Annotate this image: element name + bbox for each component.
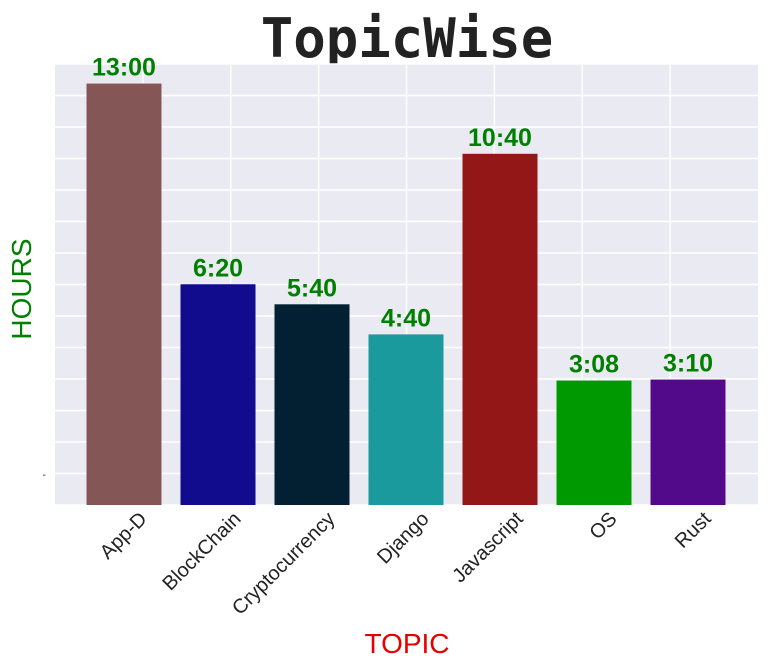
data-label: 3:08 [569,351,619,379]
bar-rust [650,379,726,505]
bar-blockchain [180,284,256,505]
bar-django [368,334,444,505]
bar-os [556,380,632,505]
bars [86,83,726,506]
x-tick-label: Cryptocurrency [228,508,339,619]
data-label: 10:40 [468,124,532,152]
x-tick-label: Django [373,508,433,568]
x-tick-label: Javascript [448,508,528,588]
bar-cryptocurrency [274,304,350,505]
x-tick-label: OS [586,508,622,544]
bar-javascript [462,153,538,506]
chart-title: TopicWise [261,7,554,70]
data-label: 3:10 [663,350,713,378]
bar-app-d [86,83,162,505]
data-label: 5:40 [287,274,337,302]
data-label: 13:00 [92,54,156,82]
y-axis-label: HOURS [6,238,37,339]
x-tick-label: Rust [671,508,716,553]
x-tick-label: App-D [96,508,152,564]
data-label: 4:40 [381,304,431,332]
y-tick-label: - [43,470,46,481]
data-labels: 13:00 6:20 5:40 4:40 10:40 3:08 3:10 [92,54,713,379]
data-label: 6:20 [193,254,243,282]
y-tick-labels: - [43,470,46,481]
x-axis-label: TOPIC [364,628,449,659]
x-tick-label: BlockChain [158,508,245,595]
